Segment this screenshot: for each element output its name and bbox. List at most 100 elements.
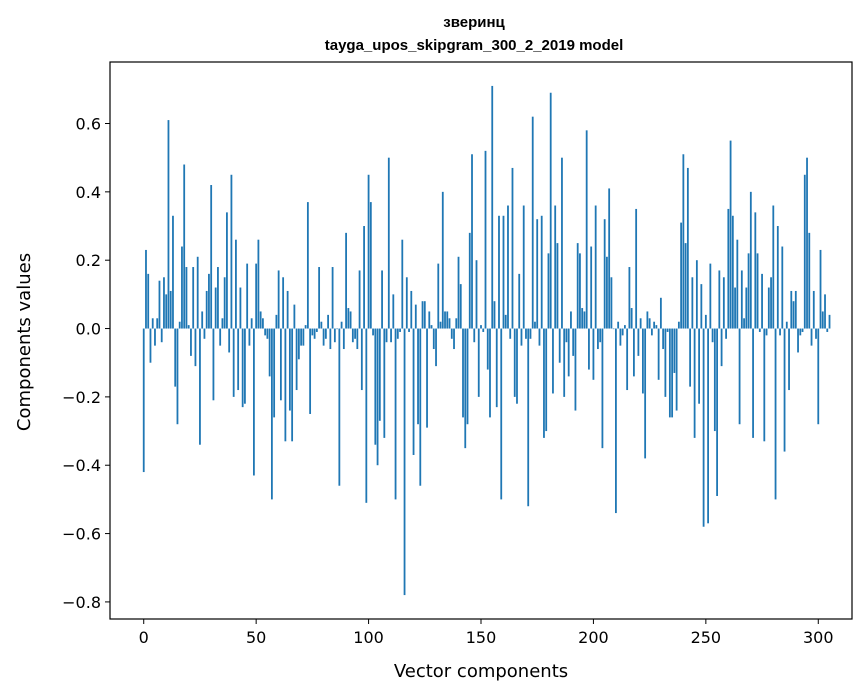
bar [540,215,543,329]
bar [547,253,550,329]
bar [520,328,523,346]
bar [372,328,374,336]
bar [592,328,595,380]
chart-title: зверинц [443,14,505,31]
bar [439,321,442,329]
bar [576,243,579,329]
bar [770,277,772,329]
bar [318,267,321,329]
bar [262,318,264,329]
bar [297,328,300,360]
bar [585,130,588,329]
bar [408,328,410,332]
bar [736,239,739,329]
bar [210,185,213,329]
bar [192,267,195,329]
bar [365,328,368,503]
bar [378,328,381,421]
bar [549,92,552,329]
bar [637,328,640,356]
bar [273,328,276,418]
bar [167,120,170,329]
bar [295,328,298,391]
bar [219,328,222,346]
bar [221,318,224,329]
plot-frame [109,61,853,620]
bar [309,328,312,414]
bar [235,239,237,329]
bar [590,246,593,329]
x-tick-label: 150 [466,628,497,647]
x-axis-label: Vector components [394,661,568,682]
bar [799,328,802,336]
bar [522,205,525,329]
bar [228,328,231,353]
bar [682,154,685,329]
bar [525,328,527,339]
bar [781,246,784,329]
bar [657,328,660,380]
bar [250,318,253,329]
bar [639,318,642,329]
bar [466,328,469,425]
bar [536,219,539,329]
bar [160,328,163,343]
bar [659,297,662,329]
bar [567,328,570,377]
bar [165,294,168,329]
bar [246,263,249,329]
x-tick-label: 250 [691,628,722,647]
bar [819,249,822,329]
bar [610,277,613,329]
bar [475,260,478,329]
bar [367,174,370,329]
bar [223,277,226,329]
bar [763,328,766,442]
bar [145,249,147,329]
bar [754,212,757,329]
bar [511,167,514,329]
bar [745,287,748,329]
bar [381,270,383,329]
y-tick-label: −0.6 [62,525,101,544]
bar [743,318,745,329]
bar [646,311,649,329]
bar [304,325,307,329]
bar [583,311,586,329]
bar [284,328,287,442]
bar [680,222,683,329]
bar [450,328,453,339]
bar [588,328,590,370]
bar [740,270,743,329]
y-axis-ticks: −0.8 −0.6 −0.4 −0.2 0.0 0.2 0.4 0.6 [62,115,110,612]
bar [190,328,192,356]
bar [183,164,186,329]
bar [644,328,647,459]
bar [722,277,725,329]
x-tick-label: 300 [803,628,834,647]
bar [320,321,323,329]
bar [172,215,174,329]
bar [810,328,813,346]
bar [691,277,694,329]
bar [641,328,644,394]
bar [707,328,709,524]
bar [419,328,422,486]
bar [495,328,498,408]
bar [403,328,406,596]
bar [731,215,734,329]
bar [601,328,604,449]
bar [241,328,244,408]
bar [749,191,752,329]
bar [689,328,692,387]
bar [767,287,770,329]
bar [650,328,653,336]
bar [151,318,154,329]
bar [266,328,269,339]
bar [727,208,730,329]
bar [599,328,602,343]
bar [376,328,379,466]
bar [194,328,197,367]
bar [815,328,817,339]
bar [277,270,280,329]
